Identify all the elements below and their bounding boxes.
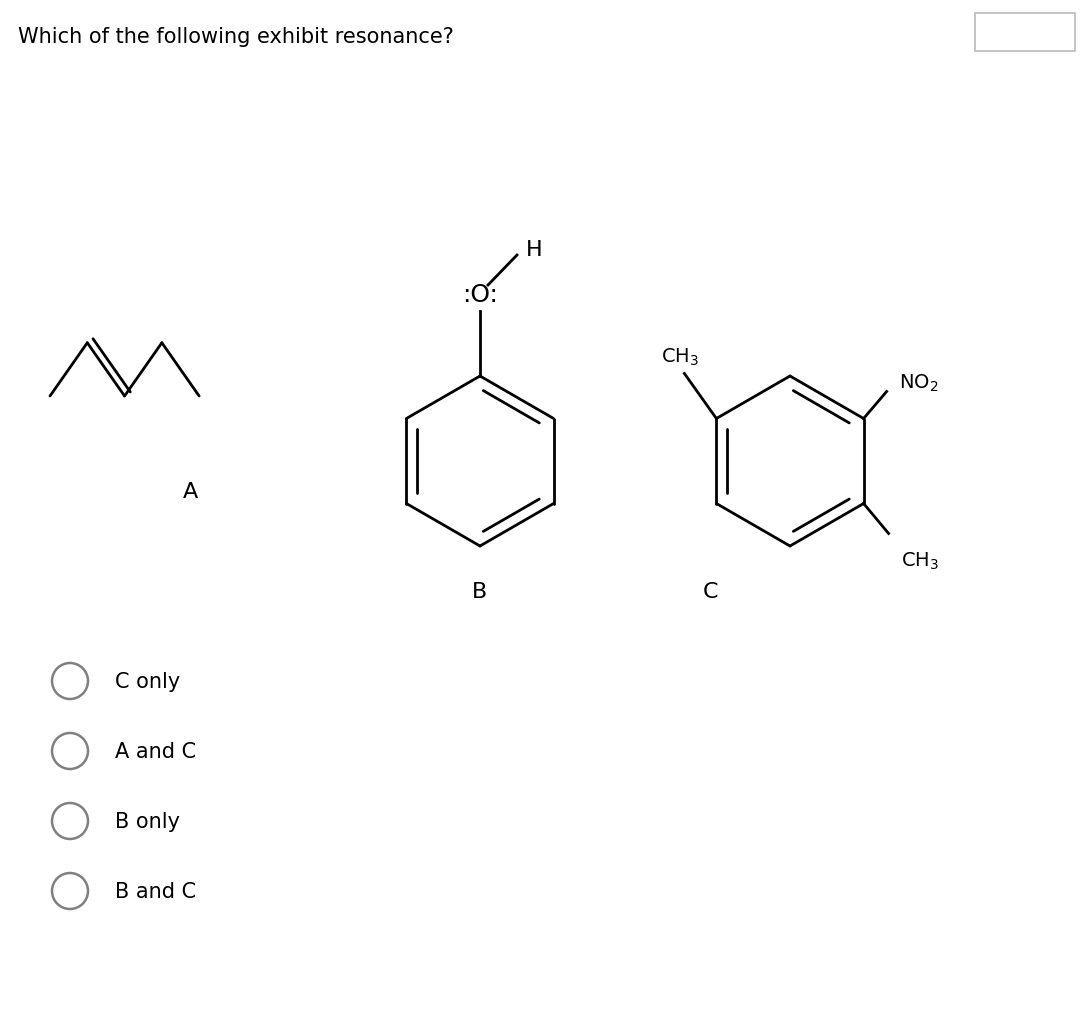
Text: A and C: A and C: [115, 741, 197, 761]
Text: B only: B only: [115, 811, 180, 831]
Text: NO$_2$: NO$_2$: [899, 372, 938, 393]
Text: Which of the following exhibit resonance?: Which of the following exhibit resonance…: [17, 27, 454, 47]
Text: :O:: :O:: [462, 283, 498, 306]
Text: H: H: [526, 240, 543, 260]
Text: A: A: [182, 481, 198, 501]
Text: C: C: [702, 581, 717, 602]
Text: CH$_3$: CH$_3$: [901, 550, 939, 571]
Text: CH$_3$: CH$_3$: [662, 347, 699, 368]
Text: B: B: [473, 581, 488, 602]
Text: B and C: B and C: [115, 882, 197, 901]
Text: C only: C only: [115, 671, 180, 692]
FancyBboxPatch shape: [975, 14, 1075, 52]
